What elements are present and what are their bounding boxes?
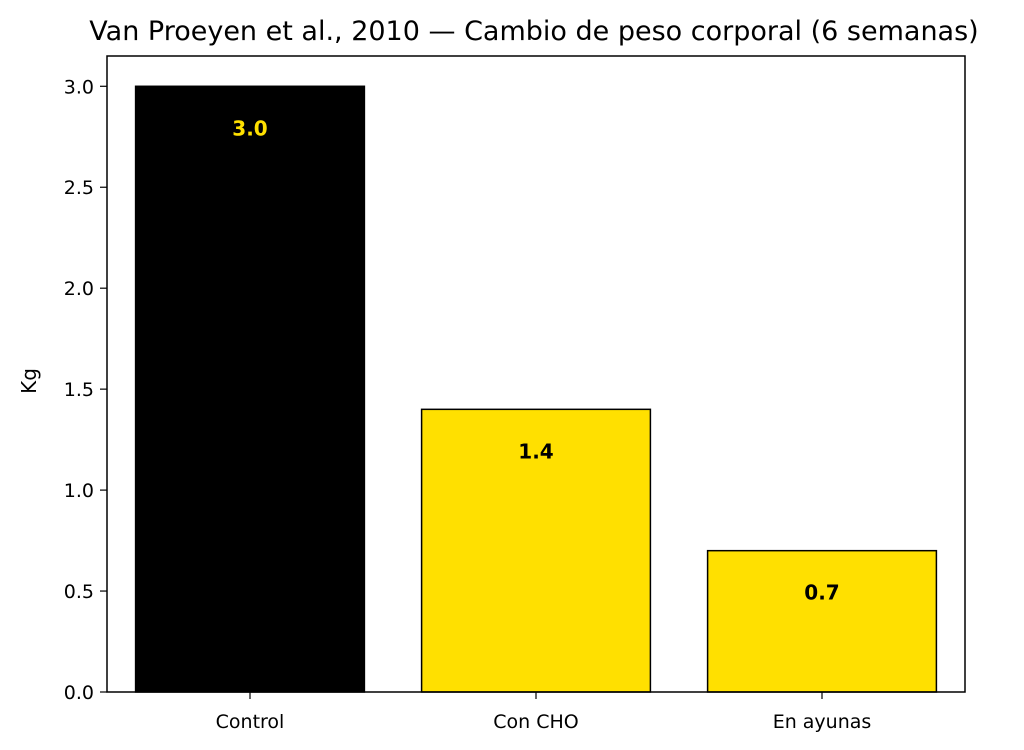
bar-con-cho	[420, 408, 652, 693]
y-axis-ticks: 0.0 0.5 1.0 1.5 2.0 2.5 3.0	[64, 76, 107, 704]
x-tick-label: En ayunas	[773, 711, 872, 733]
chart-title: Van Proeyen et al., 2010 — Cambio de pes…	[89, 16, 978, 47]
data-label: 3.0	[232, 116, 267, 140]
y-axis-label: Kg	[17, 368, 41, 394]
y-tick-label: 1.5	[64, 379, 94, 401]
bars-group	[134, 85, 938, 693]
y-tick-label: 2.0	[64, 278, 94, 300]
data-labels: 3.0 1.4 0.7	[232, 116, 839, 604]
y-tick-label: 1.0	[64, 480, 94, 502]
y-tick-label: 0.0	[64, 682, 94, 704]
data-label: 1.4	[518, 439, 553, 463]
y-tick-label: 0.5	[64, 581, 94, 603]
x-tick-label: Con CHO	[493, 711, 578, 733]
bar-control	[134, 85, 366, 693]
x-axis-ticks: Control Con CHO En ayunas	[216, 692, 872, 733]
y-tick-label: 2.5	[64, 177, 94, 199]
data-label: 0.7	[804, 581, 839, 605]
x-tick-label: Control	[216, 711, 285, 733]
bar-en-ayunas	[706, 549, 938, 693]
plot-frame	[106, 55, 966, 693]
y-tick-label: 3.0	[64, 76, 94, 98]
